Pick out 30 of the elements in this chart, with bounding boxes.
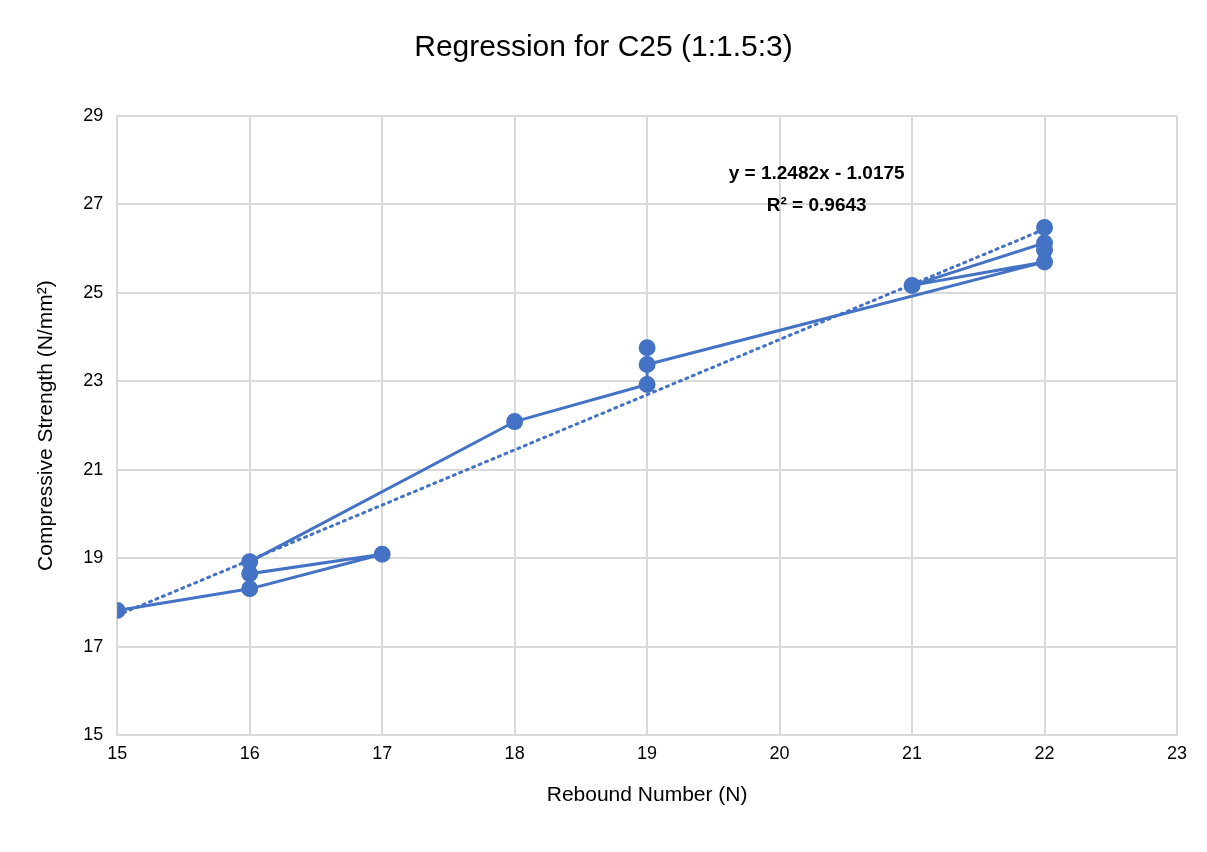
x-tick-label: 16 bbox=[239, 742, 260, 763]
x-tick-label: 22 bbox=[1034, 742, 1055, 763]
annotation: R² = 0.9643 bbox=[766, 194, 867, 216]
y-tick-label: 23 bbox=[83, 370, 104, 391]
y-tick-label: 21 bbox=[83, 458, 104, 479]
point bbox=[373, 545, 391, 563]
y-tick-label: 27 bbox=[83, 193, 104, 214]
point bbox=[1036, 218, 1054, 236]
point bbox=[638, 356, 656, 374]
point bbox=[241, 580, 259, 598]
x-tick-label: 23 bbox=[1166, 742, 1188, 763]
x-tick-label: 15 bbox=[107, 742, 128, 763]
y-tick-label: 25 bbox=[83, 281, 104, 302]
point bbox=[903, 276, 921, 294]
x-tick-label: 17 bbox=[372, 742, 393, 763]
y-tick-label: 29 bbox=[83, 104, 104, 125]
point bbox=[506, 413, 524, 431]
y-tick-label: 17 bbox=[83, 635, 104, 656]
x-tick-label: 20 bbox=[769, 742, 790, 763]
point bbox=[638, 375, 656, 393]
y-tick-label: 19 bbox=[83, 547, 104, 568]
x-axis-title: Rebound Number (N) bbox=[546, 782, 748, 806]
x-tick-label: 19 bbox=[637, 742, 658, 763]
annotation: y = 1.2482x - 1.0175 bbox=[728, 162, 906, 184]
y-axis-title: Compressive Strength (N/mm²) bbox=[33, 280, 57, 571]
x-tick-label: 18 bbox=[504, 742, 525, 763]
x-tick-label: 21 bbox=[902, 742, 923, 763]
point bbox=[638, 339, 656, 357]
y-tick-label: 15 bbox=[83, 724, 104, 745]
chart-title: Regression for C25 (1:1.5:3) bbox=[414, 29, 793, 63]
